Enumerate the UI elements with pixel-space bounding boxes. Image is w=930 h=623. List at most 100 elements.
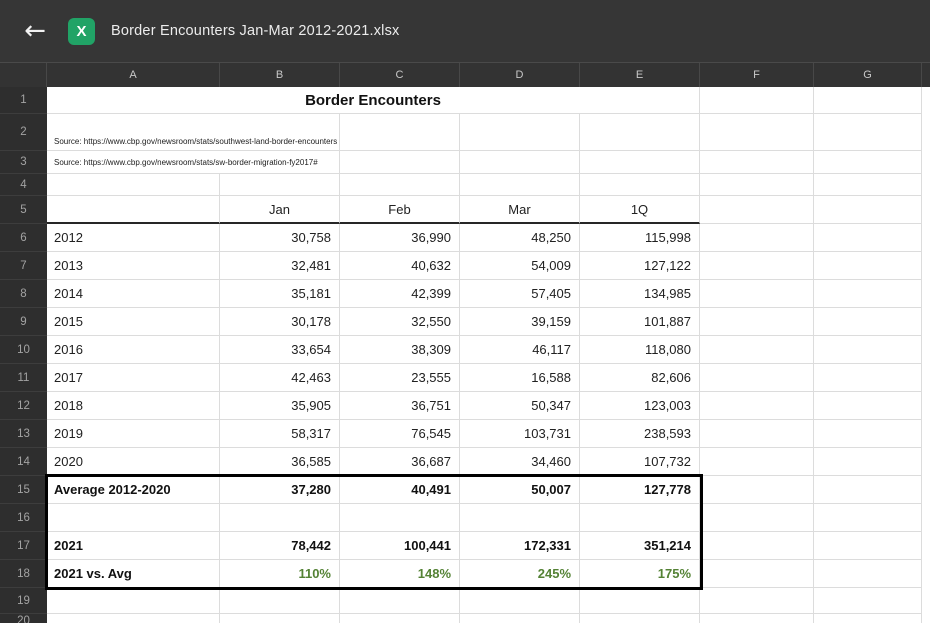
cell-E15-value[interactable]: 127,778 xyxy=(580,476,700,504)
cell-C2[interactable] xyxy=(340,114,460,151)
cell-F5[interactable] xyxy=(700,196,814,224)
cell-D9-value[interactable]: 39,159 xyxy=(460,308,580,336)
cell-G4[interactable] xyxy=(814,174,922,196)
cell-G11[interactable] xyxy=(814,364,922,392)
cell-F20[interactable] xyxy=(700,614,814,623)
cell-A4[interactable] xyxy=(47,174,220,196)
cell-B11-value[interactable]: 42,463 xyxy=(220,364,340,392)
cell-E3[interactable] xyxy=(580,151,700,174)
cell-B5-month-header[interactable]: Jan xyxy=(220,196,340,224)
cell-F16[interactable] xyxy=(700,504,814,532)
cell-B9-value[interactable]: 30,178 xyxy=(220,308,340,336)
cell-D2[interactable] xyxy=(460,114,580,151)
cell-B15-value[interactable]: 37,280 xyxy=(220,476,340,504)
cell-A8-row-label[interactable]: 2014 xyxy=(47,280,220,308)
cell-B16[interactable] xyxy=(220,504,340,532)
back-button[interactable]: ← xyxy=(12,8,58,54)
cell-F6[interactable] xyxy=(700,224,814,252)
cell-D14-value[interactable]: 34,460 xyxy=(460,448,580,476)
cell-E7-value[interactable]: 127,122 xyxy=(580,252,700,280)
cell-A13-row-label[interactable]: 2019 xyxy=(47,420,220,448)
cell-F13[interactable] xyxy=(700,420,814,448)
cell-G16[interactable] xyxy=(814,504,922,532)
cell-G3[interactable] xyxy=(814,151,922,174)
cell-E9-value[interactable]: 101,887 xyxy=(580,308,700,336)
cell-E10-value[interactable]: 118,080 xyxy=(580,336,700,364)
cell-A3-source-link[interactable]: Source: https://www.cbp.gov/newsroom/sta… xyxy=(47,151,340,174)
cell-D4[interactable] xyxy=(460,174,580,196)
cell-A1-sheet-title[interactable]: Border Encounters xyxy=(47,87,700,114)
cell-D6-value[interactable]: 48,250 xyxy=(460,224,580,252)
cell-B14-value[interactable]: 36,585 xyxy=(220,448,340,476)
cell-E5-month-header[interactable]: 1Q xyxy=(580,196,700,224)
cell-A6-row-label[interactable]: 2012 xyxy=(47,224,220,252)
cell-G14[interactable] xyxy=(814,448,922,476)
cell-C5-month-header[interactable]: Feb xyxy=(340,196,460,224)
cell-C10-value[interactable]: 38,309 xyxy=(340,336,460,364)
cell-G17[interactable] xyxy=(814,532,922,560)
cell-A18-row-label[interactable]: 2021 vs. Avg xyxy=(47,560,220,588)
cell-E2[interactable] xyxy=(580,114,700,151)
cell-F4[interactable] xyxy=(700,174,814,196)
cell-E8-value[interactable]: 134,985 xyxy=(580,280,700,308)
cell-E20[interactable] xyxy=(580,614,700,623)
cell-F1[interactable] xyxy=(700,87,814,114)
cell-C11-value[interactable]: 23,555 xyxy=(340,364,460,392)
cell-F11[interactable] xyxy=(700,364,814,392)
cell-F8[interactable] xyxy=(700,280,814,308)
cell-F10[interactable] xyxy=(700,336,814,364)
cell-G18[interactable] xyxy=(814,560,922,588)
cell-D8-value[interactable]: 57,405 xyxy=(460,280,580,308)
cell-F17[interactable] xyxy=(700,532,814,560)
cell-E12-value[interactable]: 123,003 xyxy=(580,392,700,420)
cell-D17-value[interactable]: 172,331 xyxy=(460,532,580,560)
cell-E11-value[interactable]: 82,606 xyxy=(580,364,700,392)
cell-G13[interactable] xyxy=(814,420,922,448)
cell-G20[interactable] xyxy=(814,614,922,623)
cell-C8-value[interactable]: 42,399 xyxy=(340,280,460,308)
cell-F7[interactable] xyxy=(700,252,814,280)
cell-D20[interactable] xyxy=(460,614,580,623)
cell-F9[interactable] xyxy=(700,308,814,336)
cell-C16[interactable] xyxy=(340,504,460,532)
cell-D5-month-header[interactable]: Mar xyxy=(460,196,580,224)
cell-F18[interactable] xyxy=(700,560,814,588)
cell-G9[interactable] xyxy=(814,308,922,336)
cell-F12[interactable] xyxy=(700,392,814,420)
cell-G6[interactable] xyxy=(814,224,922,252)
cell-C3[interactable] xyxy=(340,151,460,174)
cell-F15[interactable] xyxy=(700,476,814,504)
cell-G8[interactable] xyxy=(814,280,922,308)
cell-D18-value[interactable]: 245% xyxy=(460,560,580,588)
cell-F14[interactable] xyxy=(700,448,814,476)
cell-B6-value[interactable]: 30,758 xyxy=(220,224,340,252)
cell-G7[interactable] xyxy=(814,252,922,280)
cell-D12-value[interactable]: 50,347 xyxy=(460,392,580,420)
cell-B20[interactable] xyxy=(220,614,340,623)
cell-D7-value[interactable]: 54,009 xyxy=(460,252,580,280)
cell-A12-row-label[interactable]: 2018 xyxy=(47,392,220,420)
cell-D15-value[interactable]: 50,007 xyxy=(460,476,580,504)
cell-E6-value[interactable]: 115,998 xyxy=(580,224,700,252)
cell-C7-value[interactable]: 40,632 xyxy=(340,252,460,280)
cell-E14-value[interactable]: 107,732 xyxy=(580,448,700,476)
cell-G15[interactable] xyxy=(814,476,922,504)
cell-C14-value[interactable]: 36,687 xyxy=(340,448,460,476)
cell-F19[interactable] xyxy=(700,588,814,614)
cell-B13-value[interactable]: 58,317 xyxy=(220,420,340,448)
cell-C4[interactable] xyxy=(340,174,460,196)
cell-B7-value[interactable]: 32,481 xyxy=(220,252,340,280)
cell-A15-row-label[interactable]: Average 2012-2020 xyxy=(47,476,220,504)
cell-B8-value[interactable]: 35,181 xyxy=(220,280,340,308)
cell-E17-value[interactable]: 351,214 xyxy=(580,532,700,560)
cell-G1[interactable] xyxy=(814,87,922,114)
cell-C19[interactable] xyxy=(340,588,460,614)
cell-C20[interactable] xyxy=(340,614,460,623)
cell-B18-value[interactable]: 110% xyxy=(220,560,340,588)
cell-F3[interactable] xyxy=(700,151,814,174)
cell-A20[interactable] xyxy=(47,614,220,623)
cell-D13-value[interactable]: 103,731 xyxy=(460,420,580,448)
cell-E4[interactable] xyxy=(580,174,700,196)
cell-G5[interactable] xyxy=(814,196,922,224)
cell-C17-value[interactable]: 100,441 xyxy=(340,532,460,560)
